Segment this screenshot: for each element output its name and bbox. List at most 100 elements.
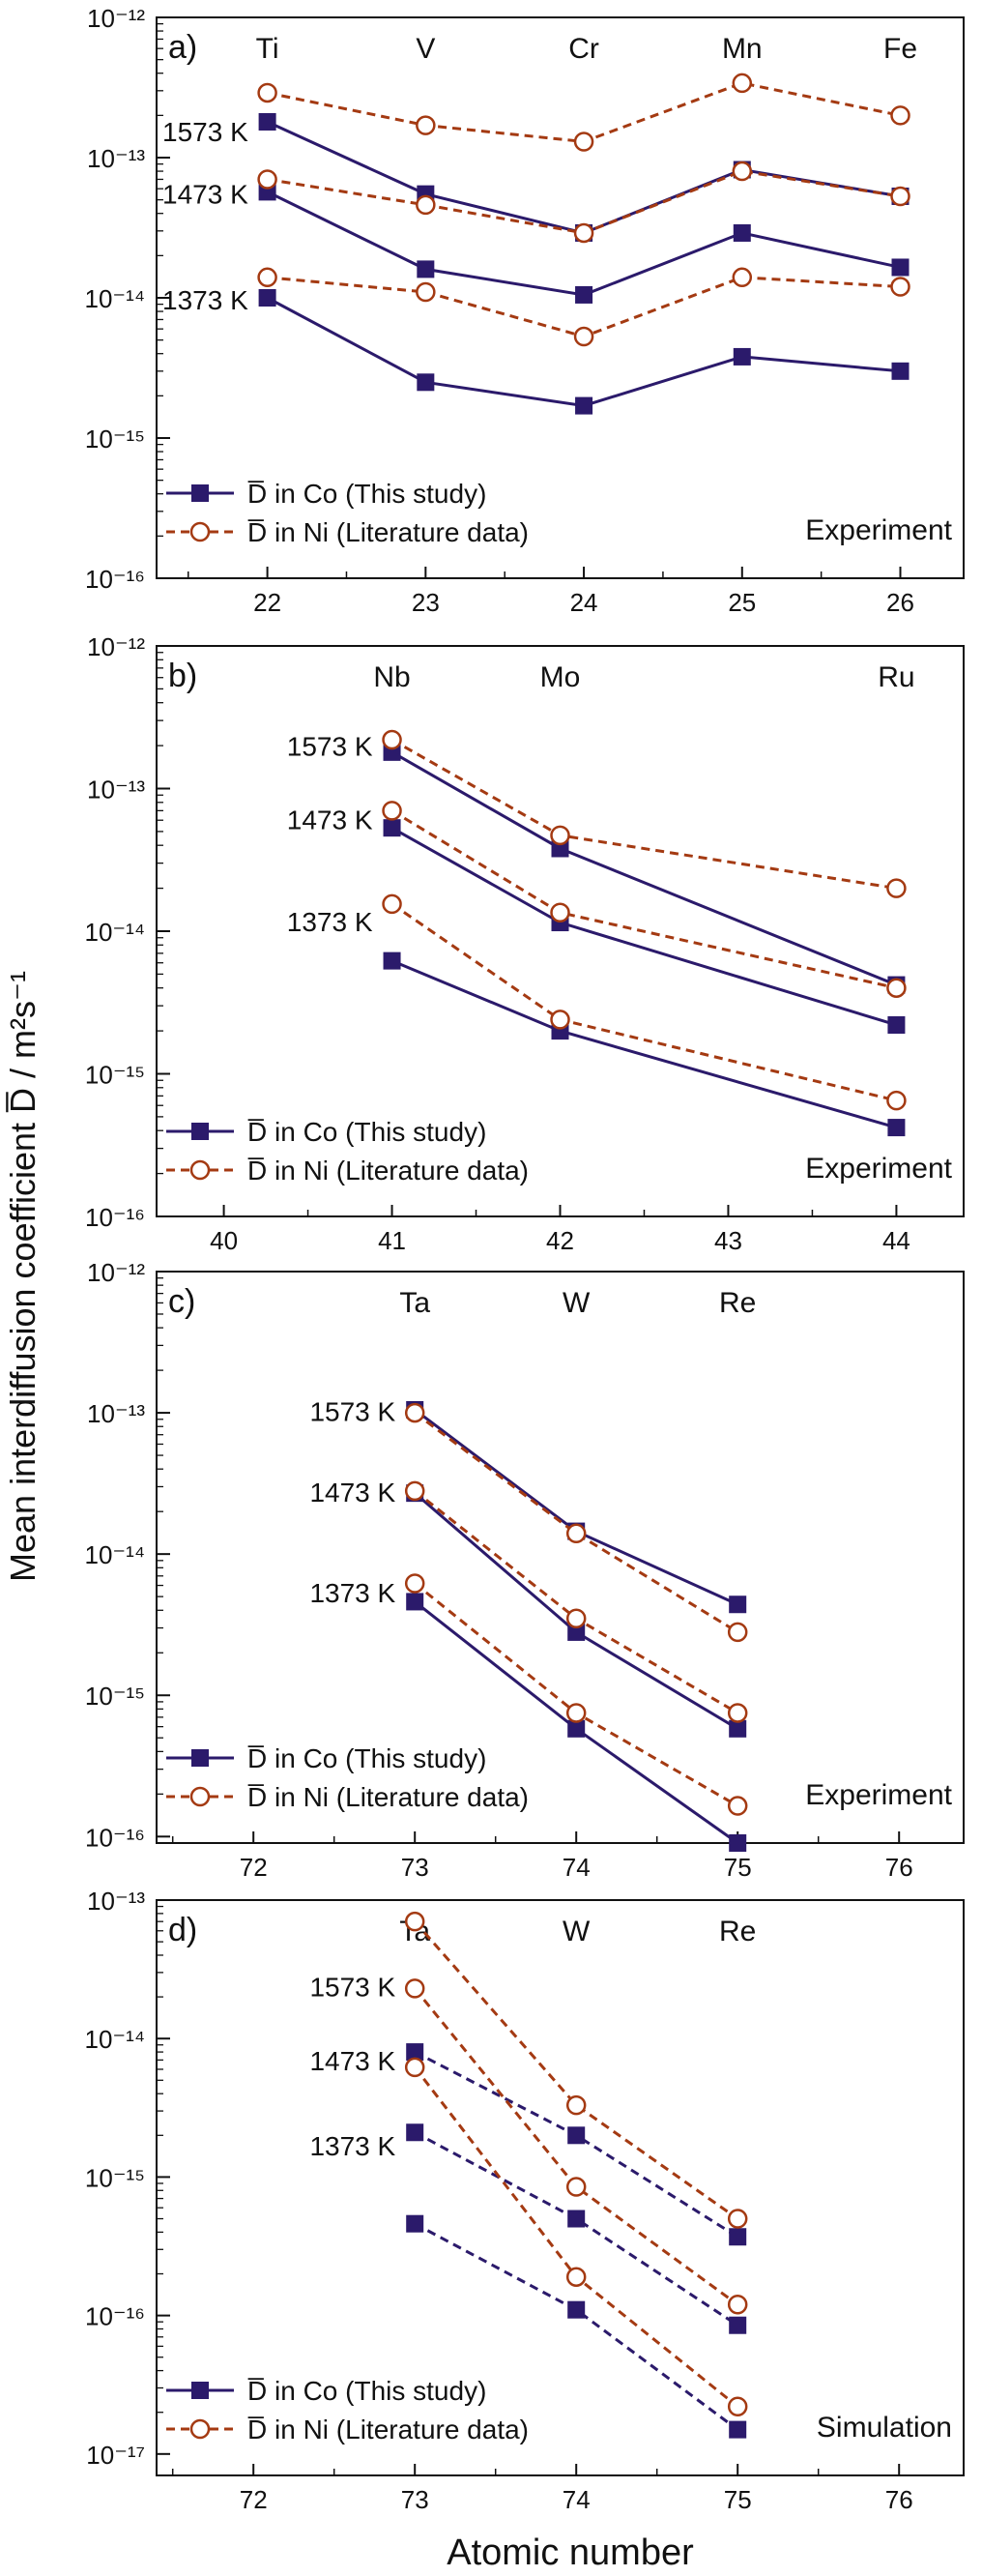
temperature-label: 1473 K: [162, 179, 248, 209]
element-label-cr: Cr: [568, 33, 599, 65]
y-tick-label: 10⁻¹³: [87, 144, 145, 173]
co-marker-square: [406, 1593, 424, 1611]
temperature-label: 1573 K: [287, 731, 373, 761]
co-marker-square: [567, 1623, 586, 1641]
ni-marker-circle: [550, 825, 570, 846]
x-tick-label: 41: [378, 1226, 406, 1255]
legend-square-marker: [191, 1749, 209, 1767]
legend-text: D̅ in Co (This study): [247, 479, 487, 509]
ni-marker-circle: [565, 1608, 587, 1629]
element-label-ti: Ti: [256, 33, 279, 65]
y-tick-label: 10⁻¹⁴: [85, 284, 145, 313]
legend-square-marker: [191, 484, 209, 502]
series-line: [266, 296, 901, 408]
element-label-mo: Mo: [540, 661, 581, 693]
x-tick-label: 72: [240, 1853, 268, 1882]
temperature-label: 1373 K: [287, 907, 373, 937]
legend-entry-ni: D̅ in Ni (Literature data): [166, 2415, 529, 2444]
co-marker-square: [887, 1119, 906, 1137]
y-tick-label: 10⁻¹⁵: [85, 2163, 145, 2192]
series-line: [390, 959, 897, 1129]
co-marker-square: [729, 2420, 747, 2439]
ni-marker-circle: [382, 893, 402, 915]
y-tick-label: 10⁻¹⁵: [85, 1061, 145, 1090]
temperature-label: 1373 K: [309, 2131, 395, 2161]
co-marker-square: [258, 289, 276, 307]
y-tick-label: 10⁻¹⁶: [85, 2302, 145, 2331]
ni-series-1573k: [404, 1911, 748, 2229]
co-marker-square: [729, 1719, 747, 1738]
temperature-label: 1573 K: [162, 117, 248, 147]
temperature-label: 1573 K: [309, 1397, 395, 1427]
legend-circle-marker: [189, 521, 211, 542]
series-line: [414, 2222, 739, 2431]
element-label-mn: Mn: [722, 33, 763, 65]
element-label-re: Re: [719, 1916, 756, 1947]
ni-series-1473k: [382, 801, 907, 998]
co-marker-square: [406, 2214, 424, 2233]
co-series-1473k: [406, 2123, 747, 2334]
panel-label: c): [168, 1283, 195, 1320]
co-marker-square: [417, 373, 435, 392]
legend-square-marker: [191, 1123, 209, 1140]
legend-text: D̅ in Ni (Literature data): [247, 517, 529, 547]
element-label-re: Re: [719, 1287, 756, 1319]
ni-marker-circle: [404, 2057, 425, 2078]
x-tick-label: 76: [885, 1853, 913, 1882]
ni-marker-circle: [886, 878, 907, 898]
element-label-ta: Ta: [399, 1287, 430, 1319]
temperature-label: 1373 K: [162, 285, 248, 315]
co-marker-square: [575, 396, 593, 415]
co-marker-square: [733, 223, 751, 242]
panels-group: 22 23 24 25 26 10⁻¹⁶ 10⁻¹⁵ 10⁻¹⁴ 10⁻¹³ 10⁻¹² a) Ti V…: [85, 4, 965, 2514]
legend-text: D̅ in Ni (Literature data): [247, 1156, 529, 1186]
element-label-w: W: [563, 1916, 591, 1947]
x-tick-label: 42: [546, 1226, 574, 1255]
legend-text: D̅ in Co (This study): [247, 1743, 487, 1773]
x-tick-label: 24: [570, 588, 598, 617]
ni-series-1373k: [404, 2057, 748, 2417]
co-marker-square: [567, 1719, 586, 1738]
ni-marker-circle: [890, 277, 910, 297]
ni-series-1473k: [257, 161, 910, 244]
temperature-label: 1573 K: [309, 1973, 395, 2003]
co-marker-square: [567, 2300, 586, 2319]
x-tick-label: 22: [253, 588, 281, 617]
co-marker-square: [258, 112, 276, 131]
co-marker-square: [383, 819, 401, 837]
x-tick-label: 72: [240, 2485, 268, 2514]
ni-marker-circle: [732, 73, 753, 94]
series-line: [414, 1987, 739, 2306]
ni-marker-circle: [565, 2094, 587, 2116]
ni-series-1373k: [257, 267, 910, 347]
co-series-1473k: [258, 183, 910, 304]
ni-marker-circle: [257, 267, 277, 288]
series-line: [414, 1920, 739, 2220]
ni-series-1573k: [404, 1402, 748, 1643]
legend-entry-ni: D̅ in Ni (Literature data): [166, 1782, 529, 1812]
element-label-nb: Nb: [373, 661, 410, 693]
ni-marker-circle: [550, 1010, 570, 1030]
ni-marker-circle: [404, 1402, 425, 1423]
ni-marker-circle: [886, 1090, 907, 1111]
y-tick-label: 10⁻¹⁴: [85, 918, 145, 947]
co-marker-square: [383, 951, 401, 970]
temperature-label: 1473 K: [309, 1478, 395, 1508]
legend-circle-marker: [189, 2418, 211, 2440]
panel-note: Experiment: [805, 1779, 952, 1811]
legend-circle-marker: [189, 1159, 211, 1181]
legend-entry-co: D̅ in Co (This study): [166, 1117, 486, 1147]
ni-marker-circle: [416, 194, 436, 216]
panel-note: Experiment: [805, 514, 952, 546]
ni-marker-circle: [257, 82, 277, 103]
co-series-1573k: [406, 2043, 747, 2246]
co-series-1373k: [383, 951, 906, 1137]
legend-square-marker: [191, 2382, 209, 2399]
x-tick-label: 75: [724, 1853, 752, 1882]
legend-entry-ni: D̅ in Ni (Literature data): [166, 1156, 529, 1186]
co-marker-square: [891, 258, 910, 277]
temperature-label: 1473 K: [309, 2046, 395, 2076]
ni-marker-circle: [727, 2209, 748, 2229]
ni-marker-circle: [404, 1480, 425, 1502]
legend-entry-co: D̅ in Co (This study): [166, 1743, 486, 1773]
